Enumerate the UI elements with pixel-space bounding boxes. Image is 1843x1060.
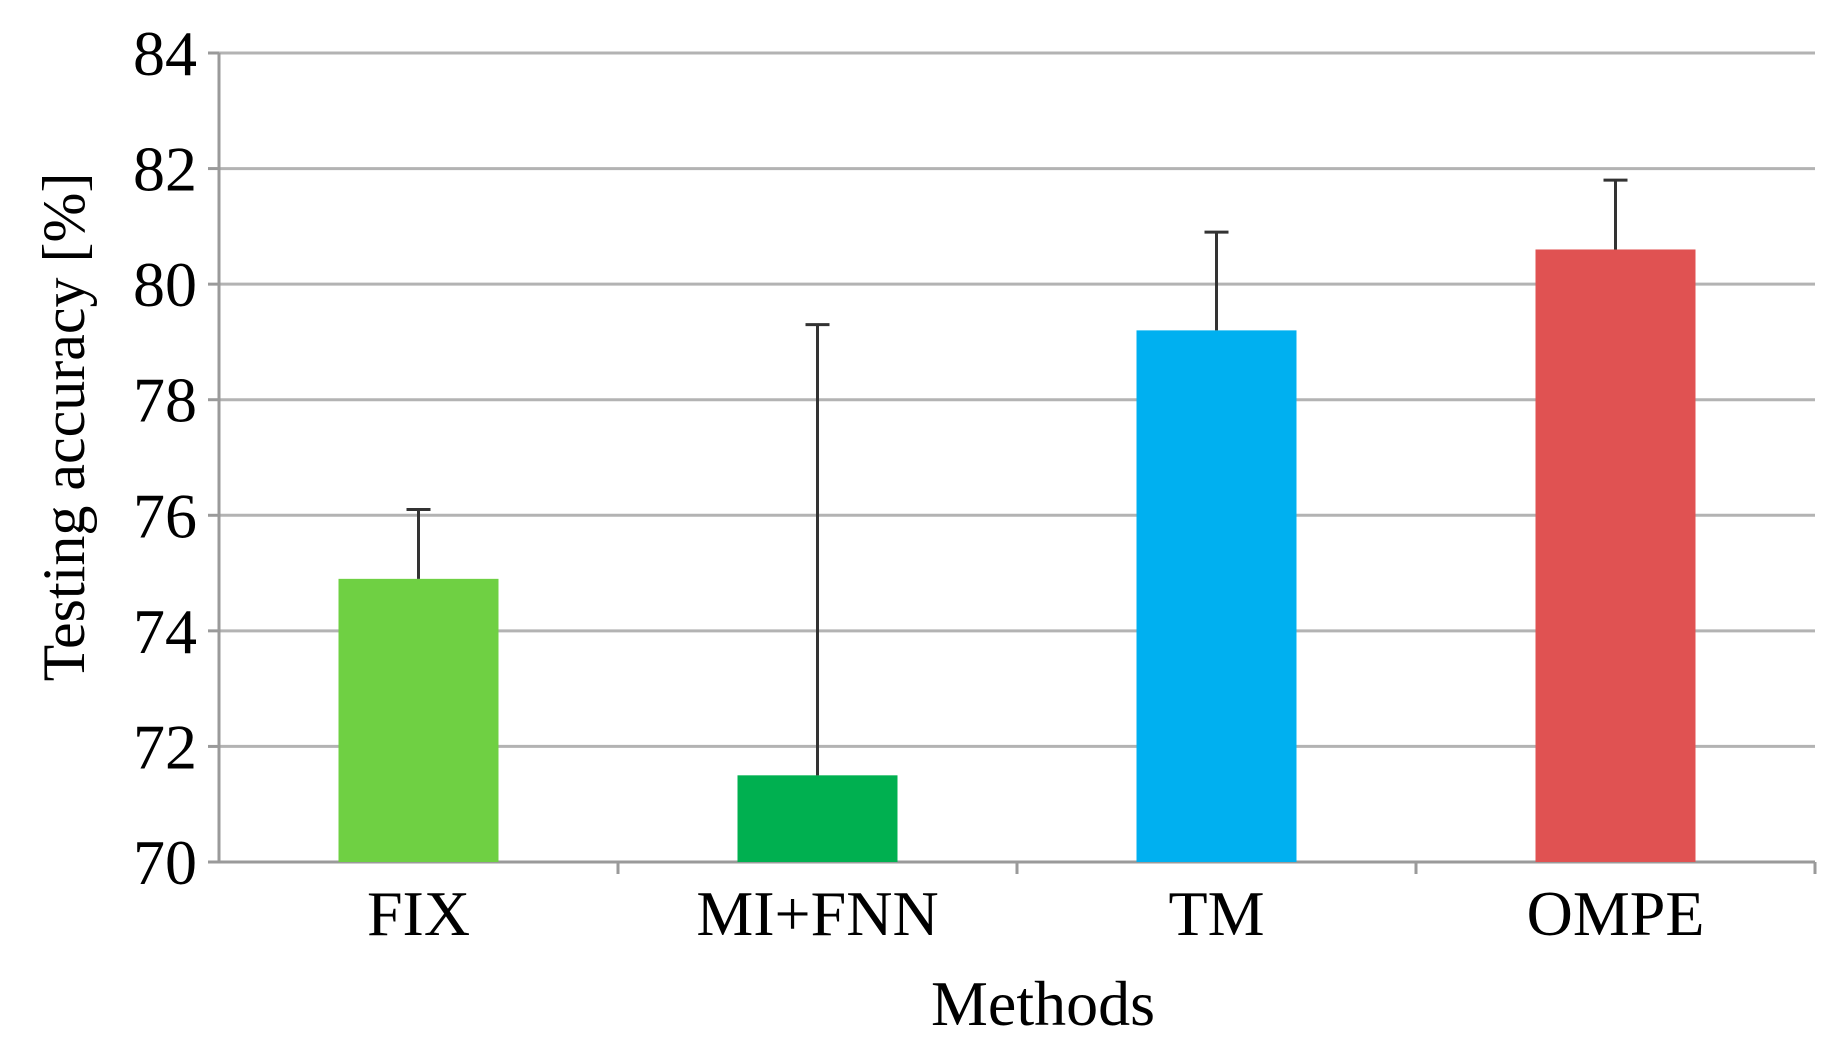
y-tick-label: 82 [133,134,197,205]
y-tick-label: 74 [133,596,197,667]
x-tick-labels: FIX MI+FNN TM OMPE [367,878,1704,949]
x-axis-label: Methods [931,968,1155,1039]
y-tick-label: 80 [133,249,197,320]
y-axis-label: Testing accuracy [%] [31,173,97,682]
x-tick-label: TM [1169,878,1265,949]
x-tick-label: FIX [367,878,470,949]
y-tick-label: 78 [133,365,197,436]
bar-ompe [1535,249,1696,862]
y-tick-label: 76 [133,480,197,551]
bar-tm [1136,330,1297,862]
y-tick-labels: 70 72 74 76 78 80 82 84 [133,18,197,898]
y-tick-label: 84 [133,18,197,89]
x-tick-label: OMPE [1527,878,1705,949]
bar-mi-fnn [737,775,898,862]
error-bars [406,178,1628,776]
y-tick-label: 72 [133,711,197,782]
x-tick-label: MI+FNN [696,878,938,949]
bar-fix [338,578,499,862]
bars [338,249,1696,862]
y-tick-label: 70 [133,827,197,898]
